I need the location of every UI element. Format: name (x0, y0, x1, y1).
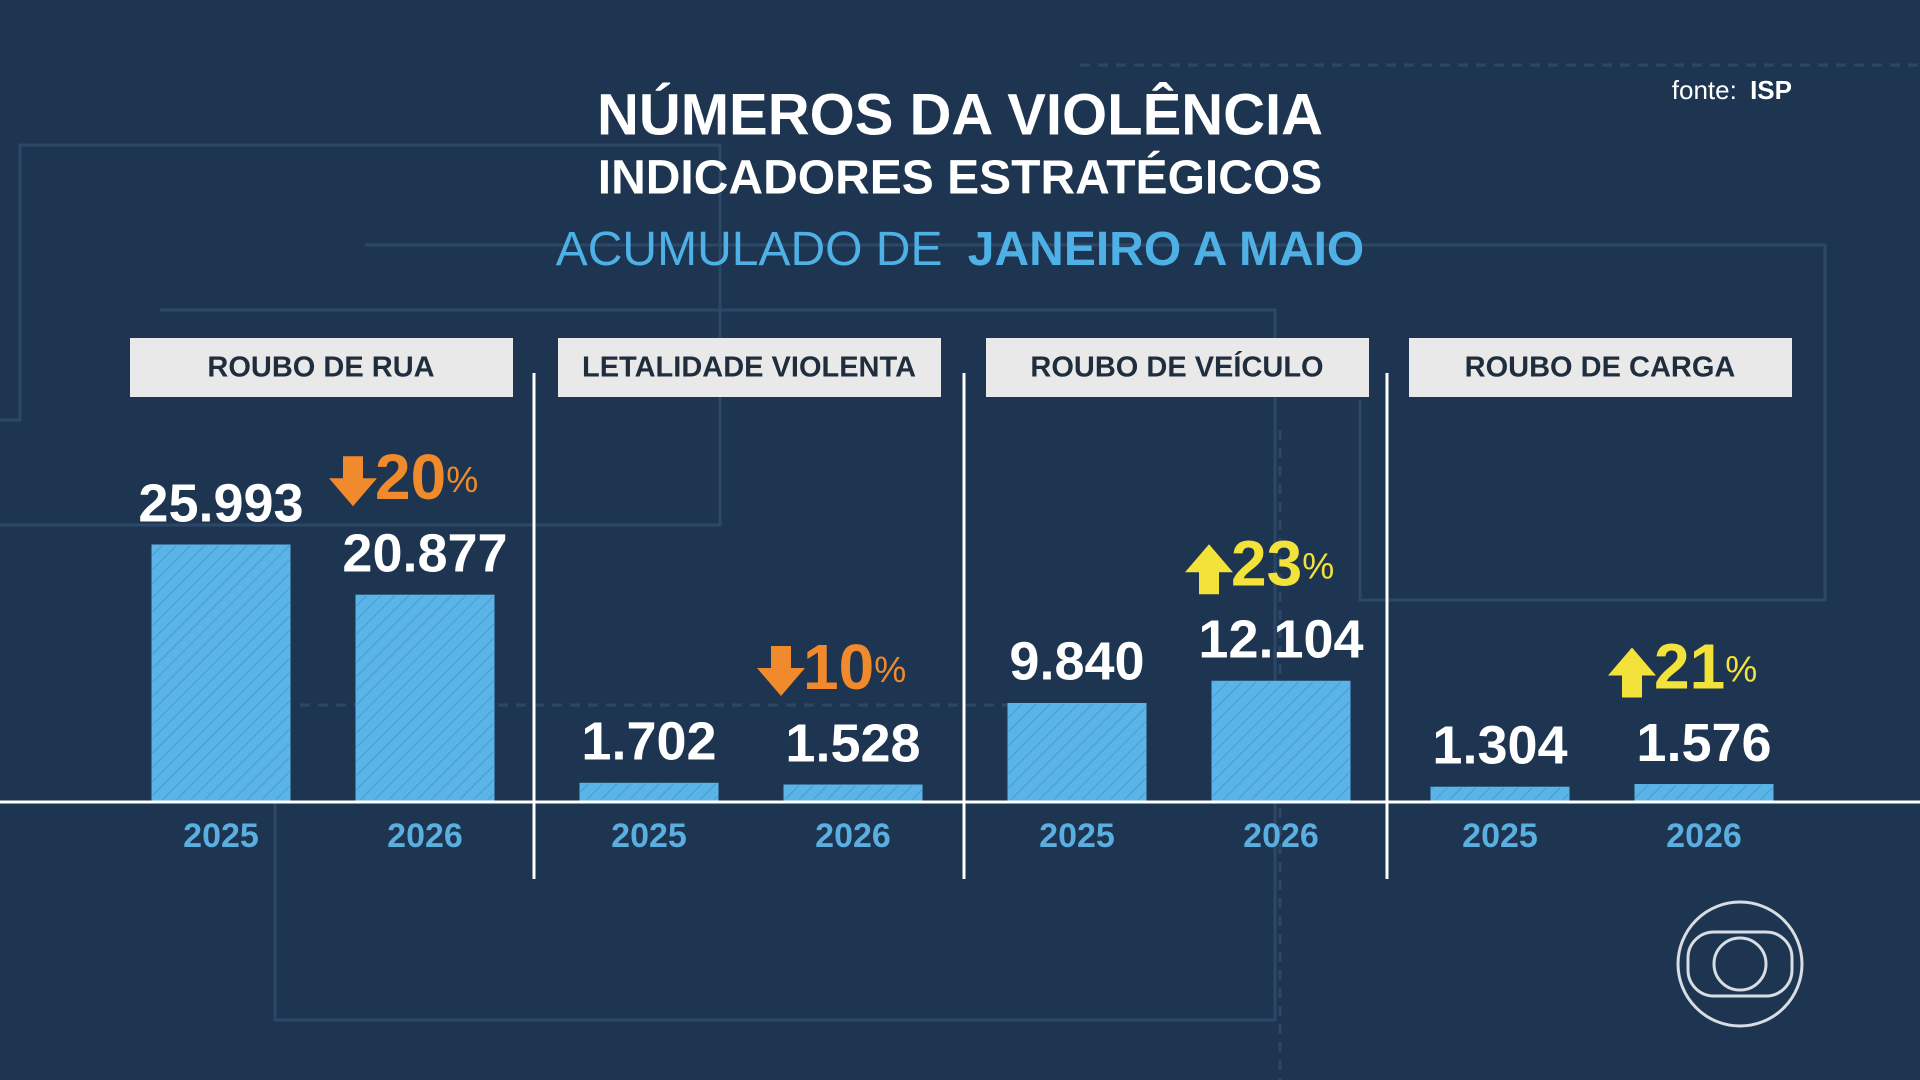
source-name: ISP (1750, 75, 1792, 105)
change-annotation: 23% (1185, 527, 1334, 599)
change-unit: % (446, 459, 478, 500)
source: fonte: ISP (1672, 75, 1792, 105)
change-label: 20% (375, 441, 478, 513)
change-arrow (329, 456, 377, 507)
x-tick-label: 2025 (1462, 817, 1538, 855)
change-annotation: 21% (1608, 630, 1757, 702)
change-label: 21% (1654, 630, 1757, 702)
change-annotation: 10% (757, 631, 906, 703)
logo (1676, 900, 1804, 1028)
panel-title: LETALIDADE VIOLENTA (582, 352, 916, 384)
value-label: 1.304 (1432, 715, 1567, 775)
x-tick-label: 2026 (1243, 817, 1319, 855)
bar (151, 544, 291, 801)
period-range: JANEIRO A MAIO (968, 223, 1364, 276)
change-arrow (1185, 544, 1233, 595)
value-label: 20.877 (342, 523, 507, 583)
value-label: 25.993 (138, 473, 303, 533)
x-tick-label: 2026 (387, 817, 463, 855)
value-label: 1.576 (1636, 713, 1771, 773)
change-label: 10% (803, 631, 906, 703)
change-value: 10 (803, 631, 874, 703)
value-label: 1.702 (581, 712, 716, 772)
change-unit: % (874, 649, 906, 690)
panel-title: ROUBO DE VEÍCULO (1030, 350, 1323, 384)
change-value: 21 (1654, 630, 1725, 702)
panel-header (130, 338, 513, 397)
panel-header (558, 338, 941, 397)
subtitle: INDICADORES ESTRATÉGICOS (598, 151, 1323, 205)
change-annotation: 20% (329, 441, 478, 513)
change-value: 23 (1231, 527, 1302, 599)
panel-header (986, 338, 1369, 397)
value-label: 1.528 (785, 713, 920, 773)
change-arrow (1608, 647, 1656, 698)
panel-title: ROUBO DE RUA (207, 352, 434, 384)
source-label: fonte: (1672, 75, 1737, 105)
change-arrow (757, 646, 805, 697)
panel-title: ROUBO DE CARGA (1465, 352, 1736, 384)
x-tick-label: 2026 (815, 817, 891, 855)
change-unit: % (1725, 648, 1757, 689)
bar (783, 784, 923, 801)
x-tick-label: 2025 (1039, 817, 1115, 855)
change-label: 23% (1231, 527, 1334, 599)
change-value: 20 (375, 441, 446, 513)
x-tick-label: 2025 (183, 817, 259, 855)
title: NÚMEROS DA VIOLÊNCIA (597, 82, 1323, 147)
value-label: 12.104 (1198, 610, 1363, 670)
value-label: 9.840 (1009, 632, 1144, 692)
bar (1430, 786, 1570, 801)
bar (355, 594, 495, 801)
bar (579, 782, 719, 801)
bar (1634, 784, 1774, 801)
panel-header (1409, 338, 1792, 397)
bar (1007, 702, 1147, 801)
x-tick-label: 2026 (1666, 817, 1742, 855)
period: ACUMULADO DE JANEIRO A MAIO (556, 223, 1365, 276)
charts: ROUBO DE RUA 25.993 2025 20.877 2026 20% LETAL… (130, 338, 1792, 879)
change-unit: % (1302, 545, 1334, 586)
x-tick-label: 2025 (611, 817, 687, 855)
bar (1211, 680, 1351, 801)
period-prefix: ACUMULADO DE (556, 223, 943, 276)
